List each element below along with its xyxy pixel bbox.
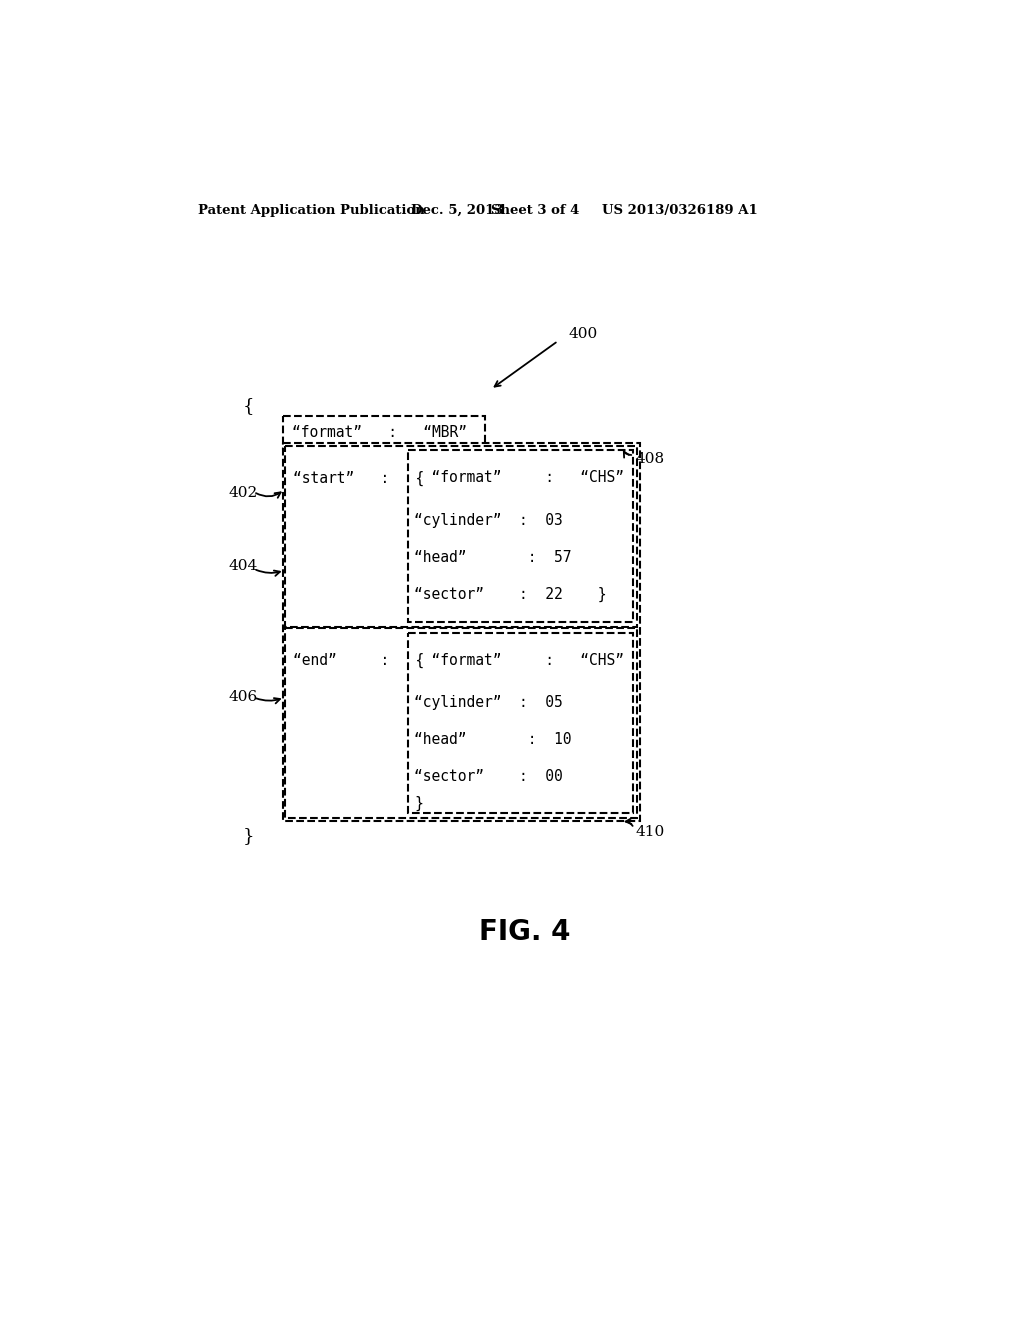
Text: Patent Application Publication: Patent Application Publication: [198, 205, 425, 218]
Text: “format”     :   “CHS”: “format” : “CHS”: [414, 653, 624, 668]
Text: 404: 404: [228, 560, 258, 573]
Text: “end”     :   {: “end” : {: [293, 653, 424, 668]
Bar: [286, 628, 637, 817]
Text: 410: 410: [636, 825, 665, 840]
Text: “sector”    :  00: “sector” : 00: [414, 770, 563, 784]
Bar: [408, 632, 633, 813]
Text: “cylinder”  :  03: “cylinder” : 03: [414, 512, 563, 528]
Bar: [286, 446, 637, 627]
Text: “format”     :   “CHS”: “format” : “CHS”: [414, 470, 624, 486]
Text: “format”   :   “MBR”: “format” : “MBR”: [292, 425, 467, 440]
Text: }: }: [414, 796, 423, 812]
Bar: [408, 450, 633, 622]
Text: FIG. 4: FIG. 4: [479, 919, 570, 946]
Text: “head”       :  57: “head” : 57: [414, 549, 571, 565]
Text: “head”       :  10: “head” : 10: [414, 733, 571, 747]
Text: 400: 400: [568, 327, 597, 341]
Text: Dec. 5, 2013: Dec. 5, 2013: [411, 205, 504, 218]
Text: }: }: [243, 828, 254, 845]
Text: {: {: [243, 397, 254, 416]
Text: “sector”    :  22    }: “sector” : 22 }: [414, 586, 606, 602]
Text: 406: 406: [228, 690, 258, 705]
Bar: [283, 444, 640, 821]
Text: “cylinder”  :  05: “cylinder” : 05: [414, 696, 563, 710]
Text: 402: 402: [228, 486, 258, 500]
Text: “start”   :   {: “start” : {: [293, 470, 424, 486]
Bar: [283, 416, 484, 449]
Text: Sheet 3 of 4: Sheet 3 of 4: [490, 205, 580, 218]
Text: US 2013/0326189 A1: US 2013/0326189 A1: [602, 205, 758, 218]
Text: 408: 408: [636, 451, 665, 466]
